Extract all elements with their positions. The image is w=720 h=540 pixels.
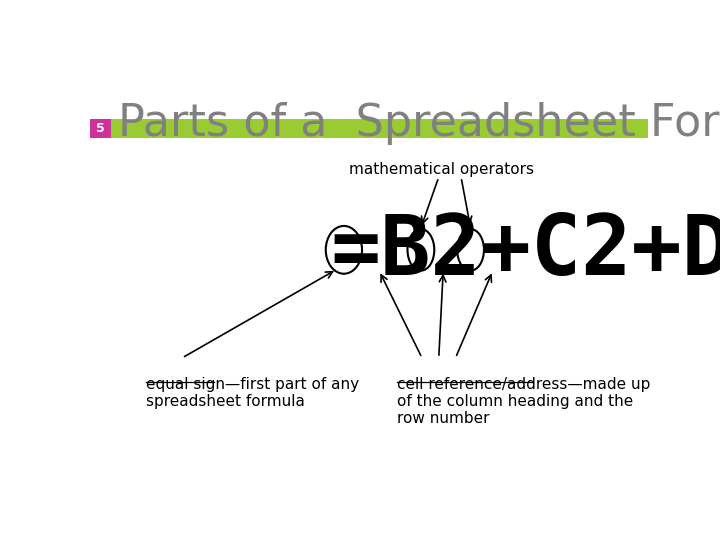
- Text: Parts of a  Spreadsheet Formula: Parts of a Spreadsheet Formula: [118, 102, 720, 145]
- Text: cell reference/address—made up
of the column heading and the
row number: cell reference/address—made up of the co…: [397, 377, 650, 427]
- Text: =B2+C2+D2: =B2+C2+D2: [330, 211, 720, 292]
- Text: equal sign—first part of any
spreadsheet formula: equal sign—first part of any spreadsheet…: [145, 377, 359, 409]
- Text: mathematical operators: mathematical operators: [349, 162, 534, 177]
- FancyBboxPatch shape: [90, 119, 648, 138]
- FancyBboxPatch shape: [90, 119, 111, 138]
- Text: 5: 5: [96, 122, 105, 134]
